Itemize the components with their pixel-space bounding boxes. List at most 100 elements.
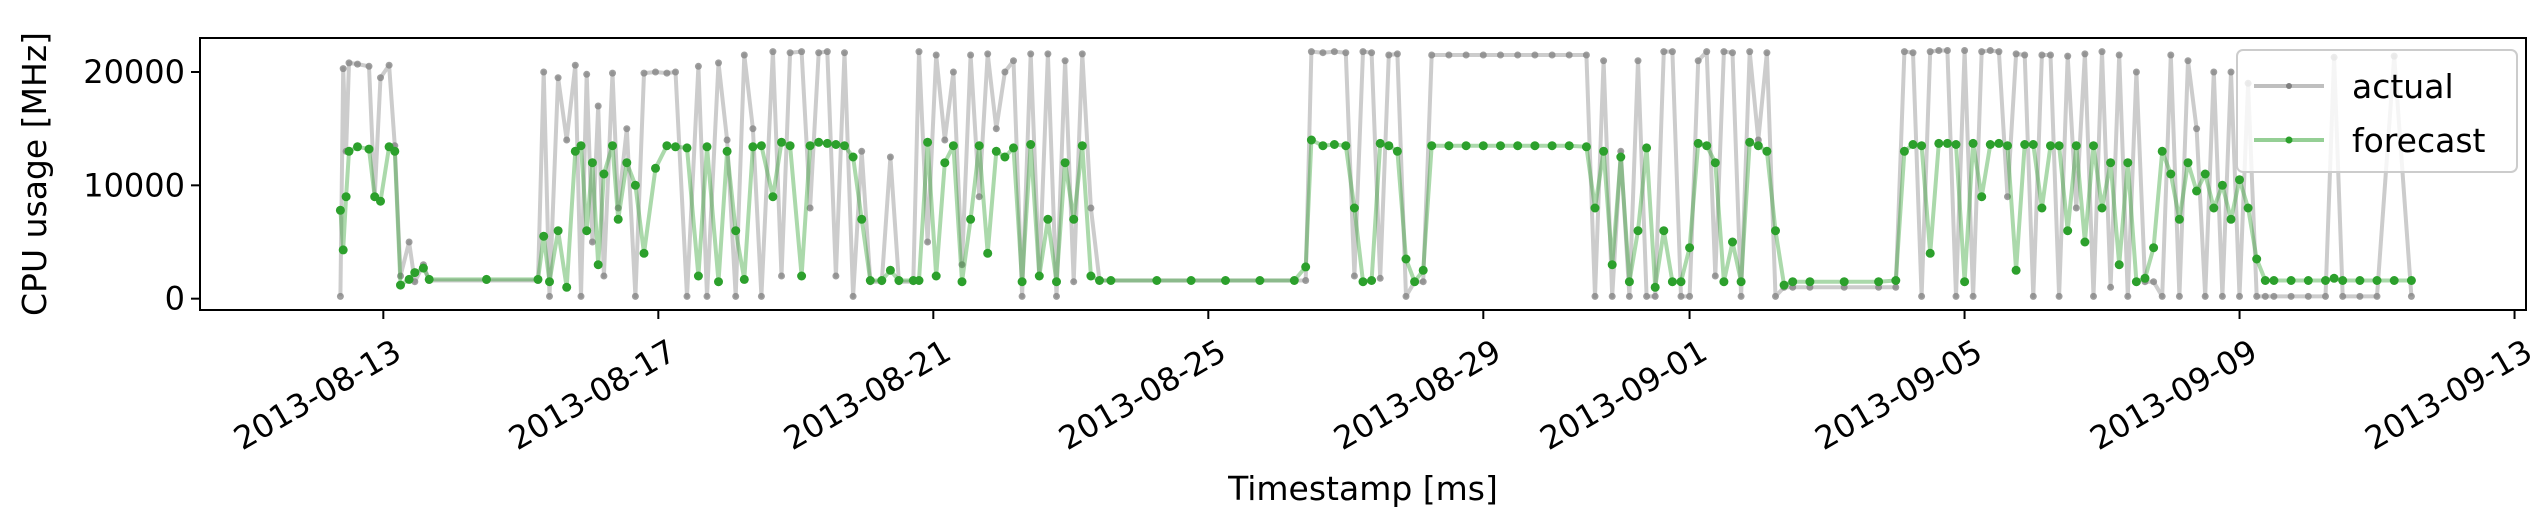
data-point-forecast bbox=[2080, 237, 2090, 247]
data-point-actual bbox=[1711, 272, 1719, 280]
data-point-forecast bbox=[539, 231, 549, 241]
data-point-forecast bbox=[748, 142, 758, 152]
data-point-actual bbox=[663, 69, 671, 77]
data-point-forecast bbox=[2252, 254, 2262, 264]
data-point-actual bbox=[1729, 49, 1736, 57]
data-point-actual bbox=[1961, 47, 1969, 54]
data-point-forecast bbox=[885, 265, 895, 275]
data-point-forecast bbox=[848, 152, 858, 162]
data-point-actual bbox=[1660, 48, 1668, 56]
data-point-forecast bbox=[814, 137, 824, 147]
data-point-forecast bbox=[2166, 169, 2176, 179]
data-point-actual bbox=[2167, 51, 2175, 59]
data-point-forecast bbox=[1496, 141, 1505, 151]
data-point-forecast bbox=[622, 158, 632, 168]
series-line-actual bbox=[338, 48, 2414, 299]
data-point-forecast bbox=[2372, 276, 2382, 285]
data-point-actual bbox=[546, 292, 553, 300]
data-point-forecast bbox=[1026, 140, 1036, 149]
data-point-forecast bbox=[1289, 276, 1299, 285]
data-point-actual bbox=[1935, 47, 1943, 54]
data-point-forecast bbox=[1762, 146, 1772, 156]
data-point-forecast bbox=[376, 196, 385, 206]
data-point-forecast bbox=[1186, 276, 1196, 285]
data-point-forecast bbox=[1152, 276, 1162, 285]
data-point-actual bbox=[594, 102, 602, 110]
data-point-forecast bbox=[894, 276, 904, 285]
data-point-forecast bbox=[2114, 260, 2124, 270]
data-point-forecast bbox=[2063, 226, 2073, 236]
data-point-forecast bbox=[1659, 226, 1669, 236]
data-point-forecast bbox=[1043, 214, 1053, 224]
data-point-forecast bbox=[2243, 203, 2253, 213]
data-point-actual bbox=[2047, 51, 2054, 59]
data-point-actual bbox=[345, 59, 353, 67]
data-point-actual bbox=[715, 59, 722, 67]
data-point-forecast bbox=[553, 226, 563, 236]
data-point-forecast bbox=[1891, 276, 1901, 285]
data-point-forecast bbox=[2011, 265, 2021, 275]
data-point-forecast bbox=[2071, 141, 2081, 151]
data-point-actual bbox=[2304, 292, 2312, 300]
data-point-forecast bbox=[576, 141, 586, 151]
data-point-actual bbox=[723, 136, 731, 144]
data-point-actual bbox=[1514, 51, 1522, 59]
data-point-actual bbox=[992, 125, 1000, 133]
data-point-actual bbox=[2193, 125, 2201, 133]
data-point-actual bbox=[1591, 292, 1599, 300]
data-point-actual bbox=[1600, 57, 1608, 65]
data-point-forecast bbox=[1384, 141, 1394, 151]
data-point-forecast bbox=[731, 226, 741, 236]
data-point-actual bbox=[1393, 50, 1401, 58]
data-point-forecast bbox=[2192, 186, 2202, 196]
data-point-forecast bbox=[777, 137, 786, 147]
data-point-actual bbox=[1634, 57, 1642, 65]
data-point-actual bbox=[600, 272, 608, 280]
data-point-forecast bbox=[2149, 243, 2159, 253]
data-point-actual bbox=[1027, 50, 1035, 58]
data-point-forecast bbox=[424, 274, 434, 284]
data-point-forecast bbox=[923, 137, 933, 147]
data-point-actual bbox=[2270, 292, 2278, 300]
data-point-actual bbox=[841, 49, 848, 57]
data-point-forecast bbox=[2140, 273, 2150, 283]
data-point-forecast bbox=[335, 205, 345, 215]
data-point-actual bbox=[1978, 48, 1986, 56]
x-axis-label: Timestamp [ms] bbox=[1227, 469, 1498, 508]
data-point-forecast bbox=[1060, 158, 1070, 168]
data-point-actual bbox=[339, 65, 347, 73]
data-point-forecast bbox=[1985, 140, 1995, 149]
data-point-actual bbox=[849, 292, 857, 300]
data-point-forecast bbox=[410, 268, 420, 278]
data-point-actual bbox=[2090, 292, 2097, 300]
data-point-forecast bbox=[1000, 152, 1010, 162]
data-point-actual bbox=[815, 49, 823, 57]
data-point-actual bbox=[623, 125, 631, 133]
data-point-forecast bbox=[390, 146, 400, 156]
data-point-forecast bbox=[1908, 140, 1918, 149]
data-point-forecast bbox=[1401, 254, 1411, 264]
data-point-actual bbox=[1087, 204, 1095, 212]
data-point-forecast bbox=[1301, 262, 1311, 272]
data-point-forecast bbox=[2226, 214, 2236, 224]
data-point-actual bbox=[1070, 278, 1078, 286]
data-point-forecast bbox=[1375, 138, 1385, 148]
data-point-actual bbox=[540, 68, 548, 76]
data-point-actual bbox=[1342, 49, 1350, 57]
data-point-forecast bbox=[2209, 203, 2219, 213]
data-point-forecast bbox=[2217, 180, 2227, 190]
data-point-forecast bbox=[545, 277, 554, 287]
data-point-actual bbox=[915, 48, 923, 56]
data-point-forecast bbox=[651, 163, 660, 173]
data-point-forecast bbox=[1710, 158, 1720, 168]
data-point-forecast bbox=[404, 274, 414, 284]
data-point-actual bbox=[336, 292, 344, 300]
data-point-forecast bbox=[341, 192, 351, 202]
data-point-actual bbox=[1969, 292, 1977, 300]
data-point-forecast bbox=[2003, 141, 2012, 151]
y-axis: 0 10000 20000 bbox=[83, 53, 200, 318]
data-point-actual bbox=[823, 48, 831, 56]
data-point-actual bbox=[2115, 51, 2123, 59]
data-point-forecast bbox=[1934, 138, 1944, 148]
